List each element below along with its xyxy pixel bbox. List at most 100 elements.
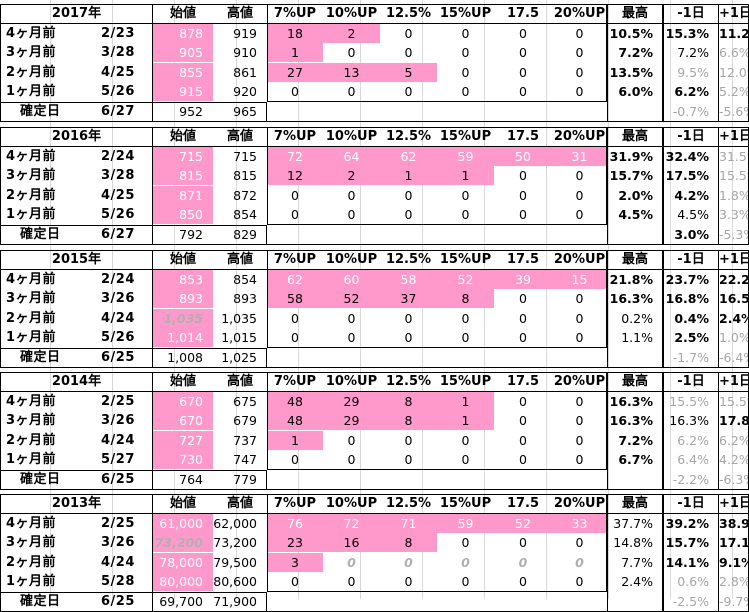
cell-p10: 0 [347, 187, 356, 203]
cell-max: 0.2% [621, 310, 653, 326]
cell-open: 855 [153, 62, 213, 82]
cell-m1: 4.5% [677, 207, 709, 223]
column-header: 高値 [226, 129, 253, 144]
column-header: 高値 [226, 374, 253, 389]
column-header: 最高 [621, 129, 648, 144]
cell-p125: 0 [404, 432, 413, 448]
row-label: 4ヶ月前 [6, 25, 57, 41]
column-header: 10%UP [325, 129, 378, 144]
cell-p7: 0 [291, 84, 299, 100]
row-date: 5/28 [101, 574, 135, 590]
cell-p10: 0 [347, 45, 356, 61]
cell-high: 675 [233, 393, 257, 409]
column-header: 12.5% [385, 496, 432, 511]
column-header: 始値 [169, 252, 196, 267]
confirm-p1: -5.6% [719, 104, 749, 119]
cell-p20: 0 [575, 330, 584, 346]
cell-high: 920 [233, 84, 257, 100]
cell-p1: 4.2% [719, 452, 749, 468]
cell-p1: 22.2% [719, 271, 749, 287]
cell-high: 854 [233, 207, 257, 223]
cell-p7: 12 [267, 166, 323, 186]
row-date: 5/26 [101, 207, 135, 223]
confirm-row: 確定日 6/27 952 965 -0.7% -5.6% [0, 102, 749, 121]
cell-p10: 16 [323, 533, 380, 553]
cell-m1: 2.5% [674, 330, 709, 346]
cell-p1: 16.5% [719, 291, 749, 307]
cell-high: 919 [233, 25, 257, 41]
column-header: 10%UP [325, 252, 378, 267]
cell-p1: 11.2% [719, 25, 749, 41]
cell-m1: 6.2% [674, 84, 709, 100]
cell-high: 1,015 [221, 330, 257, 346]
row-date: 3/28 [101, 45, 135, 61]
table-row: 1ヶ月前 5/26 1,014 1,015 0 0 0 0 0 0 1.1% 2.5% 1.0% [0, 328, 749, 348]
cell-p20: 0 [575, 574, 584, 590]
cell-m1: 9.5% [677, 64, 709, 80]
confirm-p1: -6.3% [719, 472, 749, 487]
cell-p1: 2.4% [719, 310, 749, 326]
cell-m1: 0.4% [674, 310, 709, 326]
row-label: 3ヶ月前 [6, 45, 57, 61]
table-row: 4ヶ月前 2/25 61,000 62,000 76 72 71 59 52 33 37.7% 39.… [0, 513, 749, 533]
cell-p125: 0 [404, 554, 413, 570]
column-header: 17.5 [506, 252, 540, 267]
cell-p15: 1 [437, 411, 494, 431]
cell-p125: 8 [380, 533, 437, 553]
cell-open: 715 [153, 146, 213, 166]
confirm-row: 確定日 6/25 1,008 1,025 -1.7% -6.4% [0, 348, 749, 367]
column-header: 高値 [226, 6, 253, 21]
confirm-high: 779 [233, 472, 257, 487]
column-header: 12.5% [385, 6, 432, 21]
column-header: 15%UP [439, 252, 492, 267]
cell-high: 815 [233, 168, 257, 184]
cell-p15: 0 [461, 535, 470, 551]
row-date: 4/25 [101, 64, 135, 80]
cell-p15: 0 [461, 84, 470, 100]
cell-max: 7.2% [618, 45, 653, 61]
cell-max: 15.7% [609, 168, 653, 184]
year-label: 2017年 [51, 6, 102, 21]
column-header: +1日 [719, 496, 749, 511]
column-header: 最高 [621, 6, 648, 21]
cell-open: 853 [153, 269, 213, 289]
cell-p1: 1.0% [719, 330, 749, 346]
table-row: 1ヶ月前 5/26 915 920 0 0 0 0 0 0 6.0% 6.2% 5.2% [0, 82, 749, 102]
cell-max: 37.7% [613, 515, 653, 531]
confirm-label: 確定日 [20, 227, 61, 242]
confirm-high: 71,900 [213, 594, 257, 609]
confirm-open: 792 [179, 227, 203, 242]
column-header: 15%UP [439, 129, 492, 144]
row-date: 3/26 [101, 535, 135, 551]
cell-p125: 0 [404, 45, 413, 61]
confirm-date: 6/27 [101, 104, 135, 119]
cell-open: 727 [153, 430, 213, 450]
cell-p125: 0 [404, 310, 413, 326]
row-date: 5/27 [101, 452, 135, 468]
column-header: +1日 [719, 374, 749, 389]
cell-p175: 0 [519, 452, 527, 468]
cell-max: 14.8% [613, 535, 653, 551]
column-header: 7%UP [273, 374, 317, 389]
header-row: 2015年 始値 高値 7%UP 10%UP 12.5% 15%UP 17.5 20%UP 最高 -… [0, 250, 749, 269]
confirm-m1: -0.7% [672, 104, 709, 119]
cell-p7: 62 [267, 269, 323, 289]
cell-p20: 0 [575, 413, 584, 429]
cell-p15: 8 [437, 289, 494, 309]
cell-max: 6.7% [618, 452, 653, 468]
cell-p10: 0 [347, 207, 356, 223]
column-header: 15%UP [439, 374, 492, 389]
cell-p125: 37 [380, 289, 437, 309]
confirm-m1: -1.7% [672, 350, 709, 365]
row-label: 3ヶ月前 [6, 413, 57, 429]
cell-m1: 7.2% [677, 45, 709, 61]
cell-max: 10.5% [609, 25, 653, 41]
row-date: 5/26 [101, 84, 135, 100]
column-header: 17.5 [506, 496, 540, 511]
cell-p125: 0 [404, 452, 413, 468]
cell-p7: 58 [267, 289, 323, 309]
cell-p10: 13 [323, 62, 380, 82]
cell-p7: 23 [267, 533, 323, 553]
cell-max: 7.2% [618, 432, 653, 448]
